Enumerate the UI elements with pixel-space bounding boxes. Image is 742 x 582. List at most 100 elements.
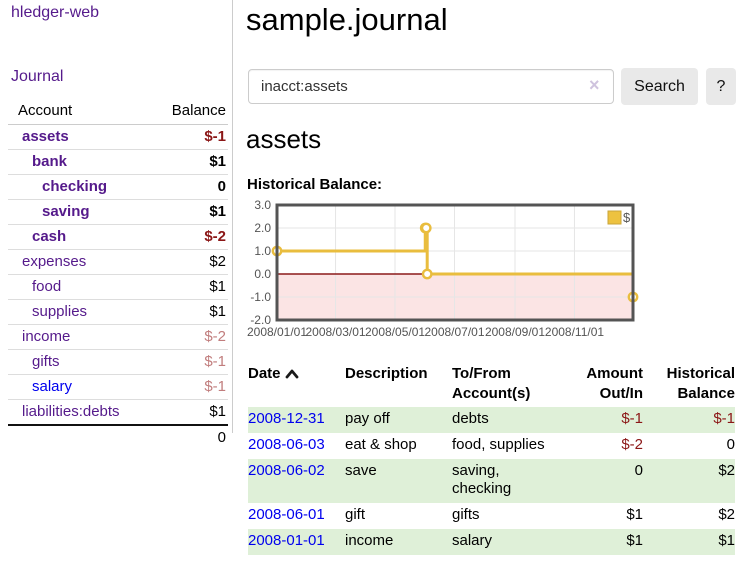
transaction-amount: $1 (626, 532, 643, 549)
register-header-row: Date Description To/From Account(s) Amou… (248, 364, 735, 407)
svg-text:2008/07/01: 2008/07/01 (424, 325, 484, 339)
help-button[interactable]: ? (706, 68, 736, 105)
account-column-header: Account (8, 98, 147, 125)
transaction-date-link[interactable]: 2008-06-03 (248, 436, 325, 453)
transaction-accounts: saving, checking (452, 462, 512, 497)
search-button[interactable]: Search (621, 68, 698, 105)
svg-text:2008/05/01: 2008/05/01 (365, 325, 425, 339)
transaction-description: eat & shop (345, 436, 417, 453)
transaction-amount: $1 (626, 506, 643, 523)
account-link-checking[interactable]: checking (42, 178, 108, 195)
account-row-bank: bank $1 (8, 149, 228, 175)
account-link-gifts[interactable]: gifts (32, 353, 60, 370)
account-balance: $-2 (146, 324, 228, 350)
register-header-amount: Amount Out/In (586, 365, 643, 402)
register-row: 2008-12-31 pay off debts $-1 $-1 (248, 407, 735, 433)
transaction-date-link[interactable]: 2008-06-01 (248, 506, 325, 523)
transaction-description: save (345, 462, 377, 479)
account-balance: $1 (146, 149, 228, 175)
sidebar-item-journal[interactable]: Journal (11, 68, 64, 85)
account-row-supplies: supplies $1 (8, 299, 228, 325)
chart-canvas: $3.0 2.0 1.0 0.0 -1.0 -2.02008/01/012008/03/0… (247, 198, 639, 339)
register-table: Date Description To/From Account(s) Amou… (248, 364, 735, 555)
account-tree-header: Account Balance (8, 98, 228, 125)
chart-heading: Historical Balance: (247, 176, 383, 193)
account-link-salary[interactable]: salary (32, 378, 73, 395)
account-balance: $1 (146, 274, 228, 300)
transaction-description: gift (345, 506, 366, 523)
account-row-expenses: expenses $2 (8, 249, 228, 275)
sort-ascending-icon (285, 365, 299, 385)
svg-text:3.0: 3.0 (254, 199, 271, 212)
account-balance: $1 (146, 199, 228, 225)
account-balance: $2 (146, 249, 228, 275)
transaction-date-link[interactable]: 2008-01-01 (248, 532, 325, 549)
svg-text:2008/11/01: 2008/11/01 (545, 325, 604, 339)
transaction-accounts: debts (452, 410, 489, 427)
account-row-cash: cash $-2 (8, 224, 228, 250)
svg-text:-2.0: -2.0 (250, 313, 271, 327)
account-link-food[interactable]: food (32, 278, 62, 295)
transaction-accounts: gifts (452, 506, 480, 523)
clear-search-icon[interactable]: × (589, 75, 600, 95)
account-link-assets[interactable]: assets (22, 128, 69, 145)
transaction-date-link[interactable]: 2008-12-31 (248, 410, 325, 427)
account-link-cash[interactable]: cash (32, 228, 67, 245)
account-link-bank[interactable]: bank (32, 153, 68, 170)
transaction-description: income (345, 532, 394, 549)
transaction-amount: $-1 (621, 410, 643, 427)
search-input[interactable] (248, 69, 614, 104)
register-header-account: To/From Account(s) (452, 365, 531, 402)
svg-text:2.0: 2.0 (254, 221, 271, 235)
transaction-accounts: salary (452, 532, 493, 549)
svg-text:1.0: 1.0 (254, 244, 271, 258)
transaction-balance: 0 (726, 436, 735, 453)
account-balance: 0 (146, 174, 228, 200)
svg-text:$: $ (623, 210, 631, 225)
svg-text:2008/01/01: 2008/01/01 (247, 325, 307, 339)
account-row-income: income $-2 (8, 324, 228, 350)
account-link-income[interactable]: income (22, 328, 71, 345)
account-link-liabilities-debts[interactable]: liabilities:debts (22, 403, 120, 420)
register-row: 2008-06-03 eat & shop food, supplies $-2… (248, 433, 735, 459)
register-row: 2008-06-01 gift gifts $1 $2 (248, 503, 735, 529)
register-row: 2008-01-01 income salary $1 $1 (248, 529, 735, 555)
balance-column-header: Balance (146, 98, 228, 125)
transaction-description: pay off (345, 410, 390, 427)
transaction-balance: $2 (718, 506, 735, 523)
transaction-balance: $2 (718, 462, 735, 479)
register-header-balance: Historical Balance (666, 365, 735, 402)
register-header-date[interactable]: Date (248, 364, 345, 407)
svg-text:2008/03/01: 2008/03/01 (305, 325, 365, 339)
account-row-food: food $1 (8, 274, 228, 300)
account-row-checking: checking 0 (8, 174, 228, 200)
transaction-accounts: food, supplies (452, 436, 545, 453)
historical-balance-chart: $3.0 2.0 1.0 0.0 -1.0 -2.0 2008/01/01 2008/03/0… (246, 198, 742, 344)
account-link-supplies[interactable]: supplies (32, 303, 88, 320)
account-row-assets: assets $-1 (8, 124, 228, 150)
transaction-balance: $1 (718, 532, 735, 549)
svg-text:0.0: 0.0 (254, 267, 271, 281)
app-title-link[interactable]: hledger-web (11, 4, 100, 21)
page-title: sample.journal (246, 2, 448, 37)
account-row-liabilities-debts: liabilities:debts $1 (8, 399, 228, 426)
transaction-date-link[interactable]: 2008-06-02 (248, 462, 325, 479)
account-link-expenses[interactable]: expenses (22, 253, 87, 270)
account-link-saving[interactable]: saving (42, 203, 90, 220)
account-balance: $-2 (146, 224, 228, 250)
svg-text:2008/09/01: 2008/09/01 (485, 325, 545, 339)
account-row-gifts: gifts $-1 (8, 349, 228, 375)
account-balance: $1 (146, 299, 228, 325)
transaction-balance: $-1 (713, 410, 735, 427)
register-header-description: Description (345, 365, 428, 382)
account-row-saving: saving $1 (8, 199, 228, 225)
transaction-amount: $-2 (621, 436, 643, 453)
account-tree: Account Balance assets $-1 bank $1 check… (8, 98, 228, 450)
accounts-total-row: 0 (8, 424, 228, 450)
accounts-total-value: 0 (146, 424, 228, 450)
account-balance: $-1 (146, 349, 228, 375)
register-row: 2008-06-02 save saving, checking 0 $2 (248, 459, 735, 503)
account-balance: $1 (146, 399, 228, 426)
svg-text:-1.0: -1.0 (250, 290, 271, 304)
